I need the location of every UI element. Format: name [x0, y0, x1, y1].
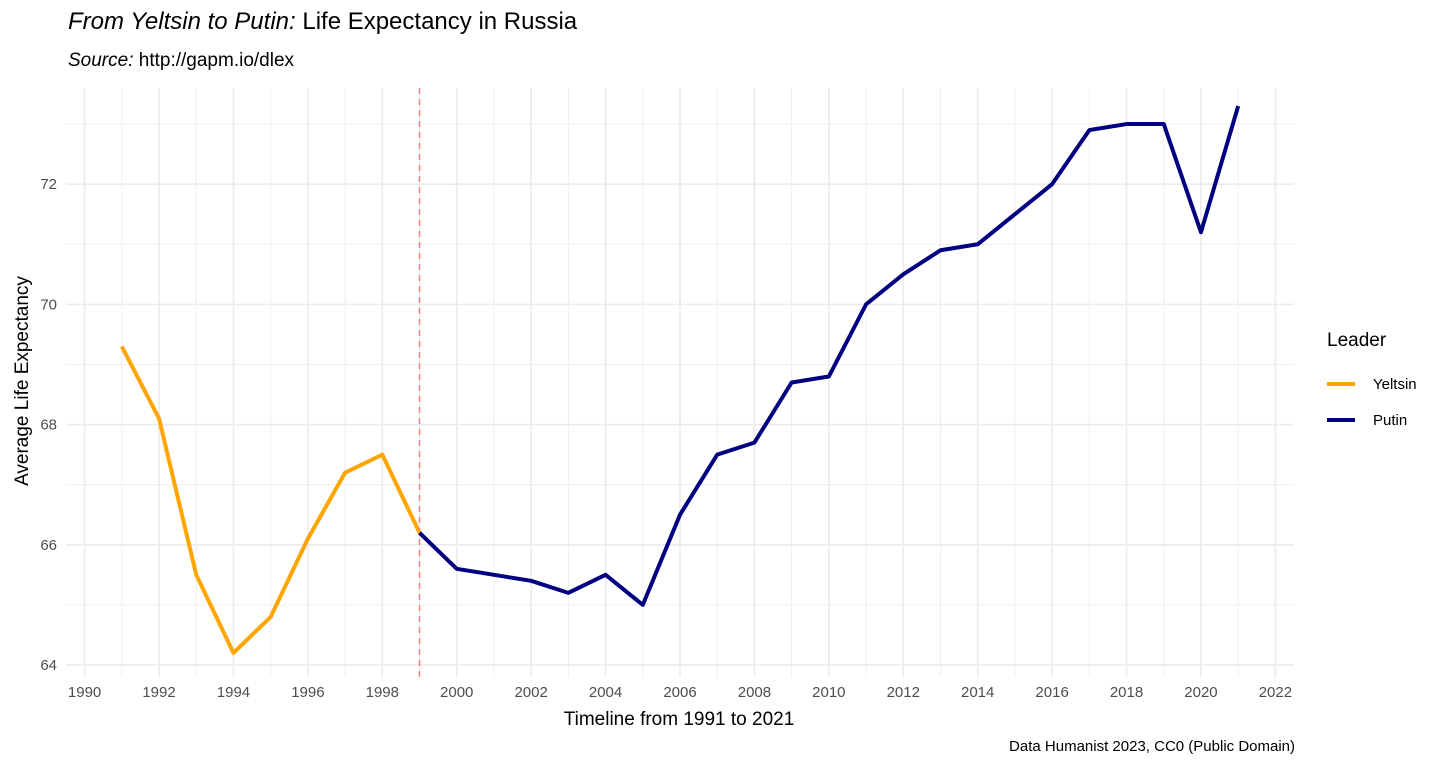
y-tick-label: 66 — [40, 537, 57, 554]
x-tick-label: 1990 — [68, 684, 101, 701]
x-tick-label: 2000 — [440, 684, 473, 701]
series-line-putin — [418, 105, 1241, 607]
x-tick-label: 2008 — [738, 684, 771, 701]
chart-subtitle-italic: Source: — [68, 50, 134, 71]
chart-title: From Yeltsin to Putin: Life Expectancy i… — [68, 8, 577, 36]
x-tick-label: 2016 — [1035, 684, 1068, 701]
y-tick-label: 70 — [40, 296, 57, 313]
series-line-yeltsin — [120, 345, 422, 655]
legend-key-yeltsin — [1327, 382, 1355, 386]
y-axis-ticks: 64 66 68 70 72 — [40, 176, 57, 674]
x-axis-title: Timeline from 1991 to 2021 — [564, 709, 795, 730]
chart-title-italic: From Yeltsin to Putin: — [68, 8, 296, 35]
x-tick-label: 2020 — [1184, 684, 1217, 701]
x-tick-label: 2014 — [961, 684, 994, 701]
legend-item-putin: Putin — [1327, 402, 1417, 438]
x-tick-label: 1998 — [366, 684, 399, 701]
x-tick-label: 2004 — [589, 684, 622, 701]
x-tick-label: 2010 — [812, 684, 845, 701]
x-tick-label: 2022 — [1259, 684, 1292, 701]
x-tick-label: 1996 — [291, 684, 324, 701]
x-tick-label: 1994 — [217, 684, 250, 701]
chart-title-rest: Life Expectancy in Russia — [295, 8, 578, 35]
x-axis-ticks: 1990 1992 1994 1996 1998 2000 2002 2004 2006 2008… — [68, 684, 1292, 701]
x-tick-label: 2006 — [663, 684, 696, 701]
x-tick-label: 2018 — [1110, 684, 1143, 701]
chart-subtitle-rest: http://gapm.io/dlex — [133, 50, 295, 71]
caption: Data Humanist 2023, CC0 (Public Domain) — [1009, 738, 1295, 755]
legend-title: Leader — [1327, 330, 1387, 351]
y-tick-label: 72 — [40, 176, 57, 193]
grid-lines — [66, 88, 1294, 677]
legend: Leader Yeltsin Putin — [1327, 330, 1417, 438]
series-layer — [120, 105, 1241, 655]
x-tick-label: 2002 — [514, 684, 547, 701]
y-axis-title: Average Life Expectancy — [12, 276, 33, 486]
chart-subtitle: Source: http://gapm.io/dlex — [68, 50, 294, 72]
x-tick-label: 2012 — [887, 684, 920, 701]
x-tick-label: 1992 — [142, 684, 175, 701]
legend-label-yeltsin: Yeltsin — [1373, 375, 1417, 393]
legend-label-putin: Putin — [1373, 411, 1408, 429]
legend-key-putin — [1327, 418, 1355, 422]
legend-item-yeltsin: Yeltsin — [1327, 366, 1417, 402]
y-tick-label: 64 — [40, 657, 57, 674]
y-tick-label: 68 — [40, 417, 57, 434]
